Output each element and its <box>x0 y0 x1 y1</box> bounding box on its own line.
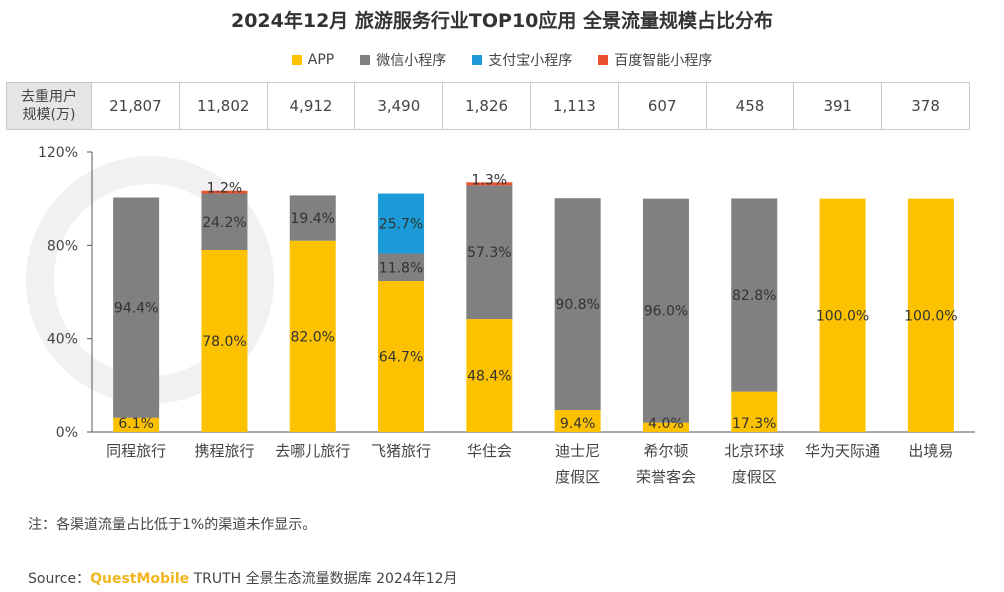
bar-segment <box>554 198 601 411</box>
data-label: 17.3% <box>732 416 776 432</box>
x-tick-label: 出境易 <box>908 442 953 460</box>
table-cell: 378 <box>881 82 970 130</box>
legend-label: 支付宝小程序 <box>488 53 573 69</box>
x-tick-label: 去哪儿旅行 <box>275 442 350 460</box>
data-label: 82.0% <box>291 329 335 345</box>
x-tick-label: 同程旅行 <box>106 442 166 460</box>
bar-segment <box>907 198 954 432</box>
chart-legend: APP 微信小程序 支付宝小程序 百度智能小程序 <box>0 50 1004 70</box>
x-tick-label: 荣誉客会 <box>636 468 696 486</box>
table-header-label: 去重用户 <box>21 89 77 105</box>
table-cell: 21,807 <box>91 82 180 130</box>
bar-segment <box>466 185 513 320</box>
data-label: 1.2% <box>207 181 243 197</box>
x-tick-label: 度假区 <box>732 468 777 486</box>
y-tick-label: 120% <box>38 145 78 161</box>
bar-segment <box>731 391 778 432</box>
y-tick-label: 40% <box>47 332 78 348</box>
table-row: 去重用户规模(万) 21,807 11,802 4,912 3,490 1,826 1,1… <box>6 82 970 130</box>
x-tick-label: 北京环球 <box>724 442 784 460</box>
data-label: 64.7% <box>379 350 423 366</box>
table-header-cell: 去重用户规模(万) <box>6 82 92 130</box>
x-tick-label: 迪士尼 <box>555 442 600 460</box>
chart-title: 2024年12月 旅游服务行业TOP10应用 全景流量规模占比分布 <box>230 10 774 32</box>
footnote: 注：各渠道流量占比低于1%的渠道未作显示。 <box>28 517 317 533</box>
data-label: 100.0% <box>904 308 957 324</box>
data-label: 82.8% <box>732 288 776 304</box>
table-cell: 458 <box>705 82 795 130</box>
legend-swatch <box>291 55 302 65</box>
bar-segment <box>642 422 689 432</box>
bar-segment <box>554 410 601 432</box>
bar-segment <box>466 182 513 186</box>
table-cell: 1,113 <box>529 82 619 130</box>
y-tick-label: 80% <box>47 238 78 254</box>
legend-label: APP <box>307 52 335 68</box>
table-header-label: 规模(万) <box>22 107 76 123</box>
data-label: 24.2% <box>202 215 246 231</box>
table-cell: 1,826 <box>442 82 531 130</box>
legend-label: 百度智能小程序 <box>614 53 713 69</box>
x-tick-label: 飞猪旅行 <box>371 442 431 460</box>
data-label: 57.3% <box>467 245 511 261</box>
data-label: 25.7% <box>379 217 423 233</box>
bar-segment <box>113 417 160 432</box>
data-label: 1.3% <box>472 172 508 188</box>
legend-entry: 微信小程序 <box>360 50 446 70</box>
legend-swatch <box>598 55 609 65</box>
legend-label: 微信小程序 <box>376 53 447 69</box>
source-prefix: Source： <box>28 571 91 587</box>
table-cell: 3,490 <box>354 82 444 130</box>
table-cell: 391 <box>793 82 883 130</box>
x-tick-label: 度假区 <box>555 468 600 486</box>
data-label: 94.4% <box>114 301 158 317</box>
bar-segment <box>201 190 248 194</box>
bar-segment <box>289 240 336 432</box>
x-tick-label: 华为天际通 <box>805 442 880 460</box>
x-tick-label: 华住会 <box>467 442 512 460</box>
stacked-bar-chart: 0% 40% 80% 120% 6.1% 94.4% 同程旅行 78.0% 24.2% 1.2% 携… <box>26 145 975 486</box>
data-label: 100.0% <box>816 308 869 324</box>
table-cell: 607 <box>617 82 707 130</box>
legend-swatch <box>360 55 371 65</box>
data-label: 6.1% <box>118 416 154 432</box>
source-rest: TRUTH 全景生态流量数据库 2024年12月 <box>189 571 458 587</box>
data-label: 90.8% <box>555 297 599 313</box>
bar-segment <box>731 198 778 392</box>
bar-segment <box>466 319 513 432</box>
bar-segment <box>378 281 425 432</box>
legend-entry: 支付宝小程序 <box>472 50 572 70</box>
chart-area: 0% 40% 80% 120% 6.1% 94.4% 同程旅行 78.0% 24.2% 1.2% 携… <box>0 140 1004 510</box>
data-label: 78.0% <box>202 334 246 350</box>
source-line: Source：QuestMobile TRUTH 全景生态流量数据库 2024年… <box>28 568 458 588</box>
data-label: 11.8% <box>379 260 423 276</box>
table-cell: 4,912 <box>266 82 356 130</box>
legend-entry: 百度智能小程序 <box>598 50 712 70</box>
bar-segment <box>378 253 425 282</box>
source-brand: QuestMobile <box>90 571 190 587</box>
bar-segment <box>819 198 866 432</box>
bar-segment <box>201 193 248 250</box>
bar-segment <box>642 198 689 423</box>
x-tick-label: 携程旅行 <box>194 442 254 460</box>
data-label: 4.0% <box>648 416 684 432</box>
table-cell: 11,802 <box>178 82 268 130</box>
bar-segment <box>289 195 336 241</box>
data-label: 19.4% <box>291 211 335 227</box>
data-label: 9.4% <box>560 416 596 432</box>
bar-segment <box>201 250 248 432</box>
legend-swatch <box>472 55 483 65</box>
legend-entry: APP <box>291 50 335 70</box>
y-tick-label: 0% <box>56 425 78 441</box>
bar-segment <box>113 197 160 418</box>
data-label: 96.0% <box>644 304 688 320</box>
user-scale-table: 去重用户规模(万) 21,807 11,802 4,912 3,490 1,826 1,1… <box>6 82 970 130</box>
data-label: 48.4% <box>467 369 511 385</box>
bar-segment <box>378 193 425 254</box>
x-tick-label: 希尔顿 <box>643 442 688 460</box>
